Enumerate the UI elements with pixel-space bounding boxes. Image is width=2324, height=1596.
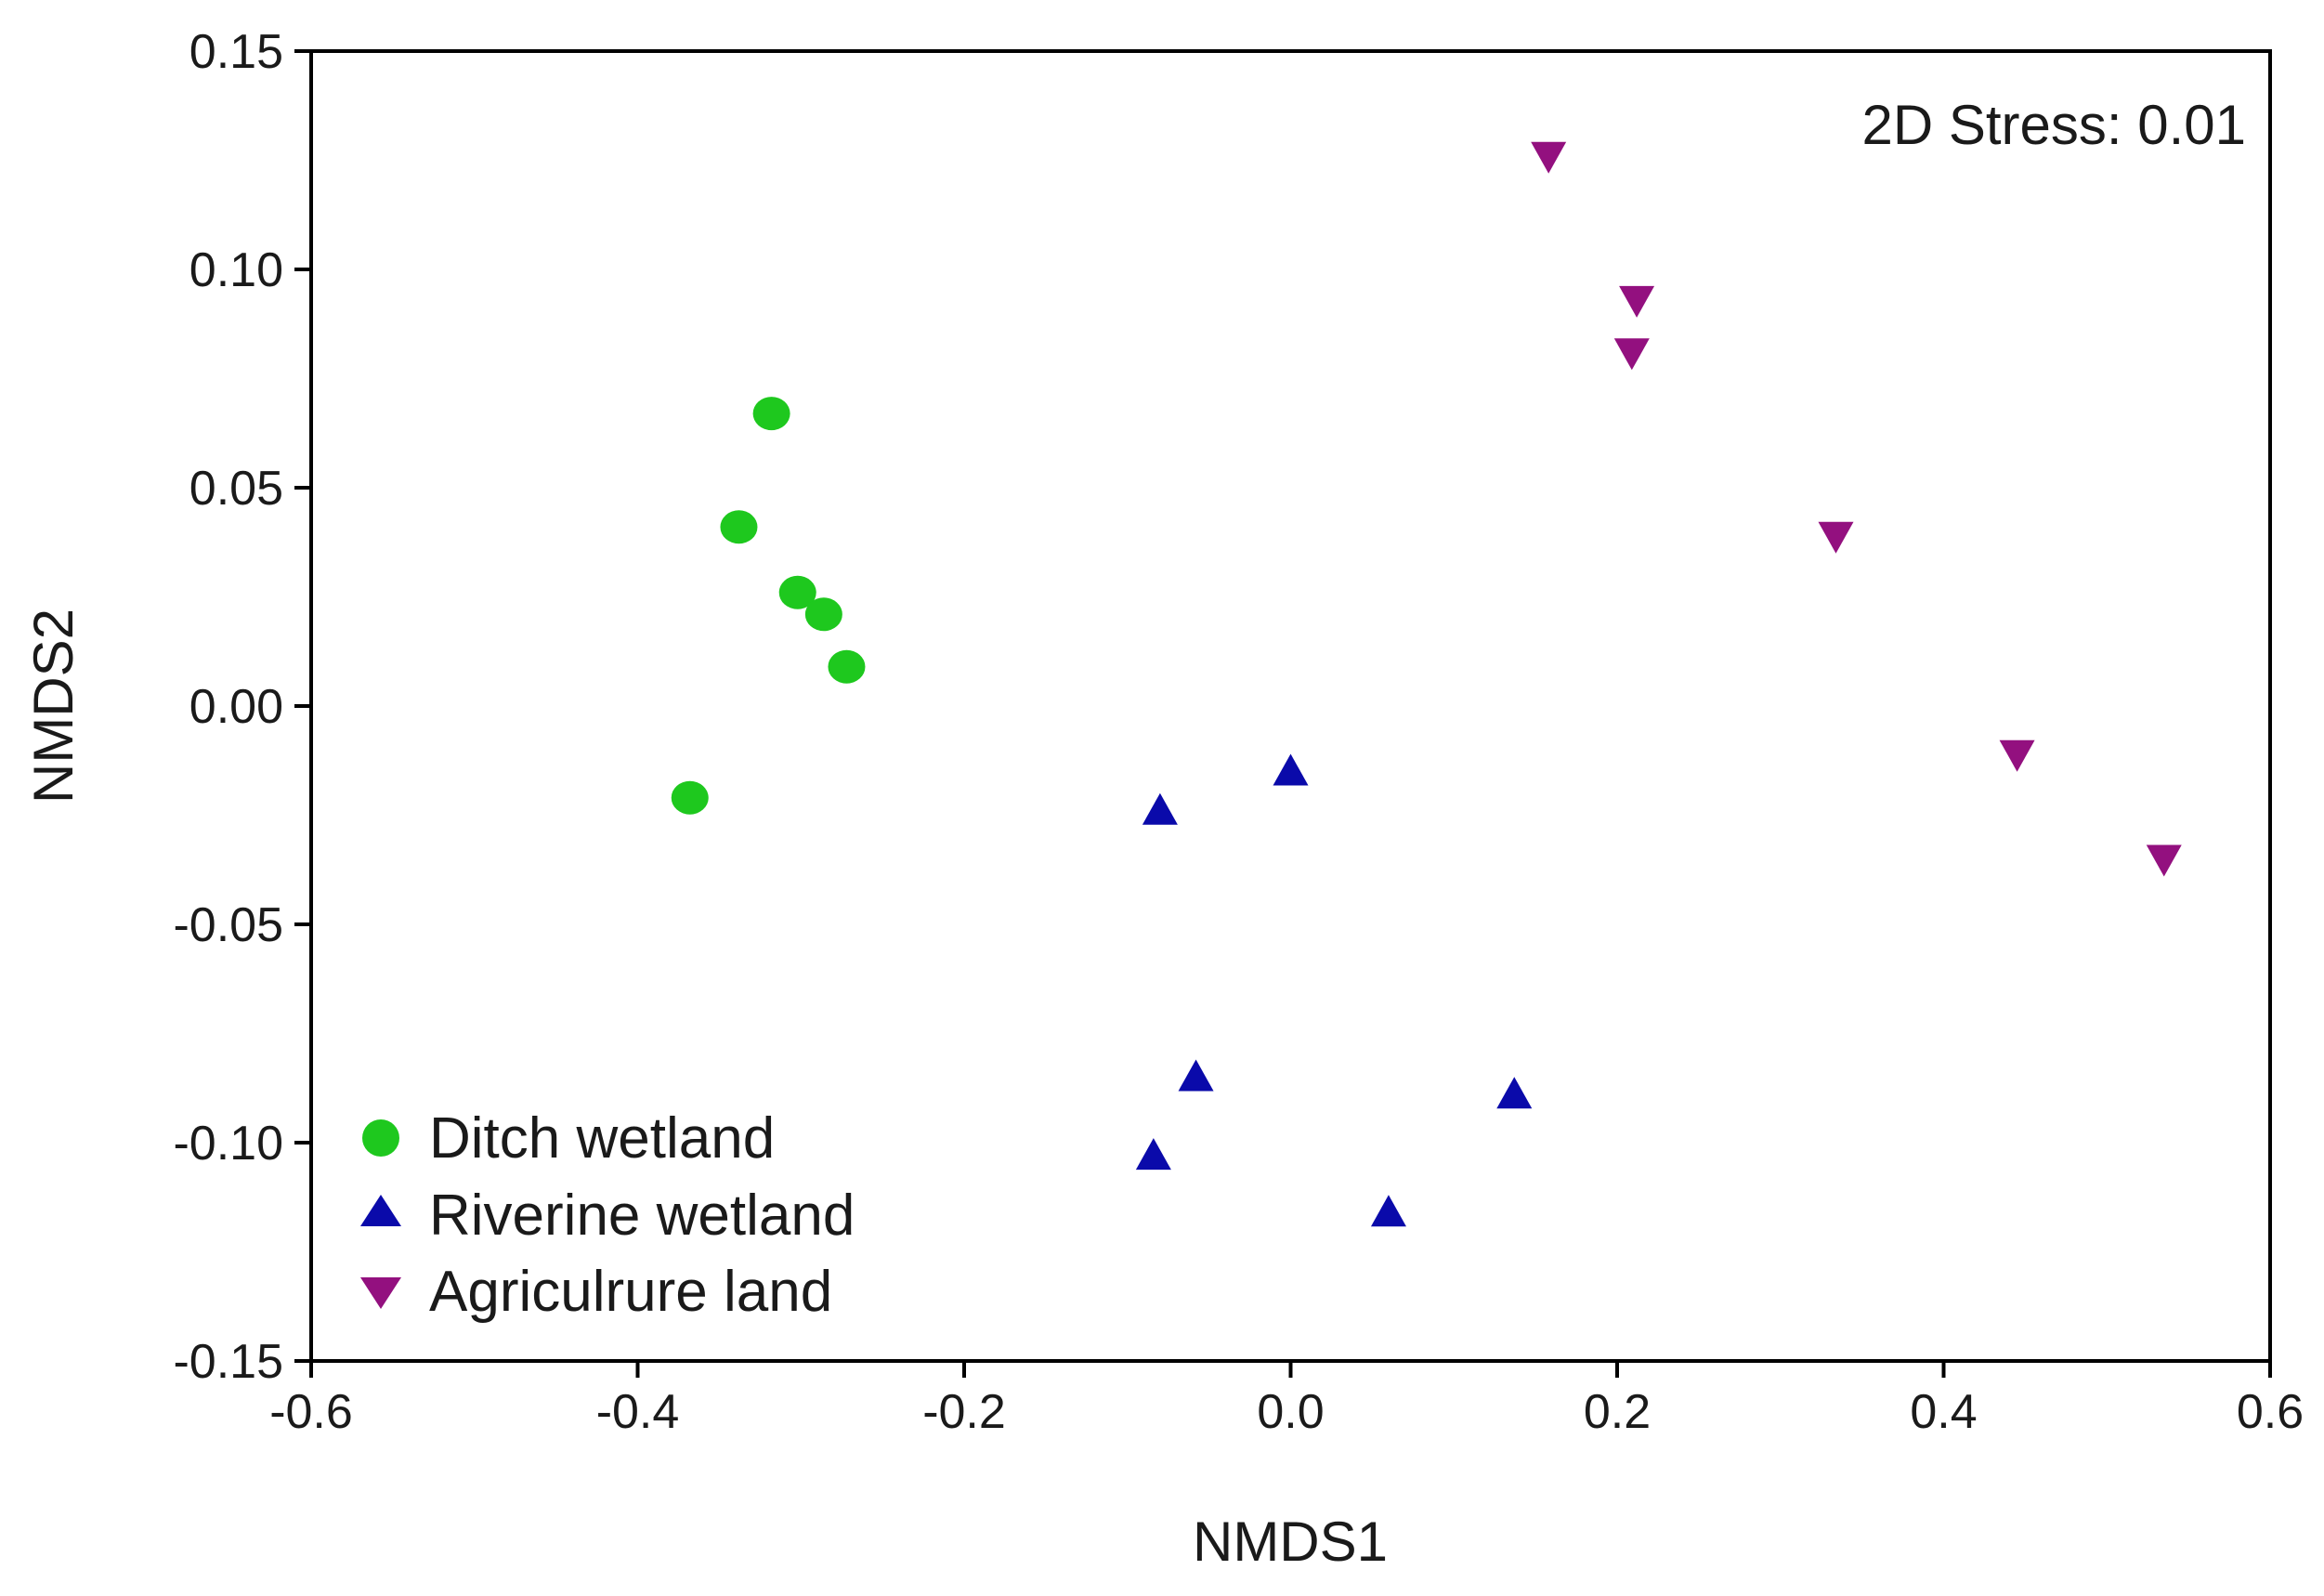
legend-label-agriculrure-land: Agriculrure land: [429, 1260, 832, 1324]
y-axis-title: NMDS2: [22, 608, 85, 804]
y-tick-label: -0.05: [173, 898, 283, 952]
point-riverine-wetland: [1273, 753, 1309, 786]
x-tick-label: -0.6: [269, 1385, 353, 1439]
legend-marker-agriculrure-land: [360, 1277, 401, 1309]
point-ditch-wetland: [671, 780, 709, 815]
x-tick-label: 0.4: [1910, 1385, 1977, 1439]
point-ditch-wetland: [778, 575, 816, 609]
legend-box: [339, 1068, 943, 1328]
x-tick-label: -0.2: [922, 1385, 1006, 1439]
point-ditch-wetland: [804, 597, 842, 632]
point-riverine-wetland: [1135, 1138, 1171, 1171]
point-agriculrure-land: [1818, 521, 1854, 554]
x-axis-ticks: -0.6 -0.4 -0.2 0.0 0.2 0.4 0.6: [269, 1361, 2304, 1439]
y-tick-label: -0.10: [173, 1117, 283, 1171]
x-tick-label: 0.0: [1257, 1385, 1324, 1439]
point-agriculrure-land: [1531, 141, 1567, 174]
y-tick-label: 0.15: [189, 25, 283, 79]
data-points: [671, 141, 2182, 1227]
point-riverine-wetland: [1142, 792, 1178, 825]
point-agriculrure-land: [2146, 844, 2182, 877]
point-riverine-wetland: [1178, 1059, 1214, 1092]
point-riverine-wetland: [1496, 1077, 1533, 1109]
point-ditch-wetland: [752, 397, 790, 431]
legend-marker-ditch-wetland: [362, 1119, 399, 1157]
legend-label-riverine-wetland: Riverine wetland: [429, 1184, 855, 1248]
y-tick-label: 0.10: [189, 243, 283, 297]
y-tick-label: 0.00: [189, 680, 283, 734]
point-ditch-wetland: [828, 649, 866, 684]
legend: Ditch wetland Riverine wetland Agriculru…: [339, 1068, 943, 1328]
legend-marker-riverine-wetland: [360, 1195, 401, 1226]
y-tick-label: 0.05: [189, 462, 283, 516]
point-ditch-wetland: [720, 510, 758, 544]
y-tick-label: -0.15: [173, 1335, 283, 1389]
point-riverine-wetland: [1370, 1195, 1406, 1227]
x-tick-label: 0.6: [2237, 1385, 2304, 1439]
point-agriculrure-land: [1999, 739, 2035, 772]
x-axis-title: NMDS1: [1193, 1511, 1388, 1573]
legend-label-ditch-wetland: Ditch wetland: [429, 1106, 775, 1171]
point-agriculrure-land: [1619, 285, 1655, 318]
x-tick-label: 0.2: [1584, 1385, 1651, 1439]
point-agriculrure-land: [1613, 338, 1650, 371]
stress-annotation: 2D Stress: 0.01: [1861, 94, 2246, 156]
x-tick-label: -0.4: [596, 1385, 680, 1439]
y-axis-ticks: -0.15 -0.10 -0.05 0.00 0.05 0.10 0.15: [173, 25, 311, 1389]
